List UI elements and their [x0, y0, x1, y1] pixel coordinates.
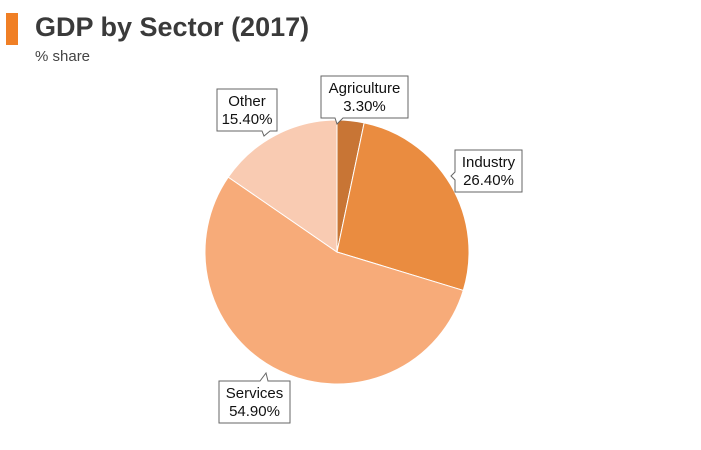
slice-name-label: Industry: [462, 154, 516, 171]
label-callout-box: [320, 75, 409, 125]
chart-title: GDP by Sector (2017): [35, 12, 310, 42]
label-callout-box: [216, 88, 278, 137]
slice-value-label: 3.30%: [343, 98, 386, 115]
label-callout-box: [450, 149, 523, 193]
slice-value-label: 26.40%: [463, 172, 514, 189]
slice-name-label: Services: [226, 385, 284, 402]
slice-name-label: Agriculture: [329, 80, 401, 97]
pie-slice-industry: [336, 122, 470, 292]
label-callout-box: [218, 371, 291, 424]
pie-slice-services: [204, 176, 464, 385]
slice-value-label: 54.90%: [229, 403, 280, 420]
slice-name-label: Other: [228, 93, 266, 110]
pie-slice-other: [227, 119, 338, 253]
title-accent-bar: [6, 13, 18, 45]
chart-subtitle: % share: [35, 48, 91, 65]
slice-value-label: 15.40%: [222, 111, 273, 128]
